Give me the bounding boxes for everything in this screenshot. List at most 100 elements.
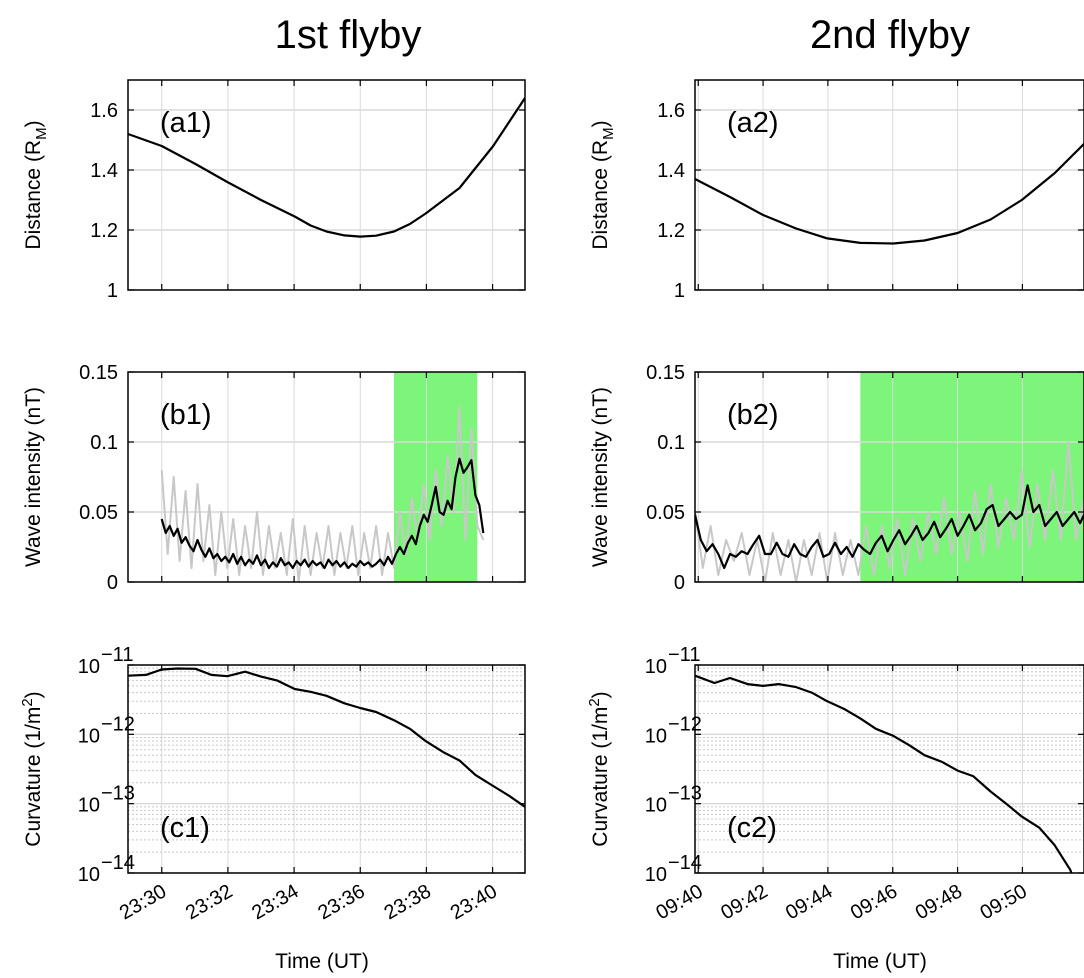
series-line xyxy=(695,674,1073,873)
plot-area-c1 xyxy=(128,665,525,873)
y-axis-label-tail: ) xyxy=(22,120,45,127)
y-axis-label: Curvature (1/m2) xyxy=(586,691,612,846)
column-title-1st-flyby: 1st flyby xyxy=(275,13,422,57)
y-axis-label: Wave intensity (nT) xyxy=(22,387,45,567)
y-tick-label: 10 xyxy=(78,795,100,817)
plot-area-a1 xyxy=(128,80,525,290)
panel-label-c1: (c1) xyxy=(160,812,210,844)
panel-label-a2: (a2) xyxy=(727,107,779,139)
x-tick-label: 23:38 xyxy=(381,880,435,924)
x-tick-label: 23:30 xyxy=(116,880,170,924)
highlight-region xyxy=(860,372,1084,582)
y-axis-label: Distance (RM) xyxy=(589,120,617,249)
y-axis-label-tail: ) xyxy=(22,691,45,698)
x-axis-label: Time (UT) xyxy=(275,950,369,973)
y-tick-label: 0 xyxy=(107,572,118,594)
y-tick-base: 10 xyxy=(645,795,667,817)
series-line xyxy=(695,142,1084,245)
x-tick-label: 23:34 xyxy=(248,880,302,924)
y-tick-base: 10 xyxy=(78,795,100,817)
y-tick-base: 10 xyxy=(645,864,667,886)
x-tick-label: 09:40 xyxy=(652,880,706,924)
y-axis-label-tail: ) xyxy=(589,120,612,127)
axes-frame xyxy=(694,79,1084,291)
y-tick-base: 10 xyxy=(78,656,100,678)
axes-frame xyxy=(127,79,526,291)
y-tick-label: 1.6 xyxy=(90,100,118,122)
y-axis-label-main: Wave intensity (nT) xyxy=(589,387,612,567)
y-tick-label: 10 xyxy=(645,864,667,886)
y-axis-label-main: Distance (R xyxy=(589,140,612,250)
y-tick-exponent: −14 xyxy=(101,852,135,874)
y-tick-label: 1.2 xyxy=(657,220,685,242)
y-tick-exponent: −11 xyxy=(668,644,700,666)
x-tick-label: 09:46 xyxy=(847,880,901,924)
x-axis-label: Time (UT) xyxy=(833,950,927,973)
x-tick-label: 23:36 xyxy=(314,880,368,924)
y-tick-base: 10 xyxy=(645,656,667,678)
x-tick-label: 09:48 xyxy=(912,880,966,924)
panel-b1: 0 0.05 0.1 0.15 Wave intensity (nT) (b1) xyxy=(22,362,526,594)
y-tick-label: 0.1 xyxy=(657,432,685,454)
y-tick-exponent: −14 xyxy=(668,852,702,874)
y-axis-label-sub: M xyxy=(33,127,50,140)
plot-area-c2 xyxy=(695,665,1084,873)
column-title-2nd-flyby: 2nd flyby xyxy=(810,13,970,57)
y-tick-label: 1 xyxy=(674,280,685,302)
panel-label-b2: (b2) xyxy=(727,399,779,431)
y-axis-label: Wave intensity (nT) xyxy=(589,387,612,567)
y-tick-base: 10 xyxy=(645,725,667,747)
y-tick-label: 1.2 xyxy=(90,220,118,242)
y-tick-label: 10 xyxy=(78,864,100,886)
panel-b2: 0 0.05 0.1 0.15 Wave intensity (nT) (b2) xyxy=(589,362,1084,594)
panel-a2: 1 1.2 1.4 1.6 Distance (RM) (a2) xyxy=(589,79,1084,302)
axes-frame xyxy=(694,664,1084,874)
y-tick-label: 10 xyxy=(78,725,100,747)
panel-c2: 09:40 09:42 09:44 09:46 09:48 09:5010−1410−13… xyxy=(586,644,1084,973)
y-axis-label-sup: 2 xyxy=(586,698,603,706)
x-tick-label: 23:40 xyxy=(447,880,501,924)
y-tick-exponent: −11 xyxy=(101,644,133,666)
series-smoothed xyxy=(160,457,485,570)
y-axis-label: Curvature (1/m2) xyxy=(19,691,45,846)
axes-frame xyxy=(694,371,1084,583)
series-raw xyxy=(160,406,485,582)
y-tick-exponent: −13 xyxy=(668,783,702,805)
y-tick-exponent: −12 xyxy=(668,713,702,735)
series-smoothed xyxy=(695,484,1084,570)
plot-area-a2 xyxy=(695,80,1084,290)
y-axis-label: Distance (RM) xyxy=(22,120,50,249)
y-axis-label-sub: M xyxy=(600,127,617,140)
y-axis-label-main: Wave intensity (nT) xyxy=(22,387,45,567)
y-tick-label: 0.05 xyxy=(646,502,685,524)
x-tick-label: 09:42 xyxy=(717,880,771,924)
y-tick-label: 0.05 xyxy=(79,502,118,524)
series-line xyxy=(128,97,525,238)
y-tick-label: 10 xyxy=(78,656,100,678)
y-tick-base: 10 xyxy=(78,864,100,886)
y-tick-label: 0 xyxy=(674,572,685,594)
plot-area-b1 xyxy=(128,372,525,582)
y-tick-exponent: −12 xyxy=(101,713,135,735)
y-axis-label-sup: 2 xyxy=(19,698,36,706)
x-tick-label: 09:44 xyxy=(782,880,836,924)
y-tick-label: 1.4 xyxy=(90,160,118,182)
series-line xyxy=(128,667,525,808)
axes-frame xyxy=(127,664,526,874)
y-axis-label-main: Curvature (1/m xyxy=(589,707,612,847)
plot-area-b2 xyxy=(695,372,1084,582)
y-tick-label: 1.6 xyxy=(657,100,685,122)
y-axis-label-main: Curvature (1/m xyxy=(22,707,45,847)
y-tick-exponent: −13 xyxy=(101,783,135,805)
y-tick-label: 0.15 xyxy=(646,362,685,384)
y-tick-label: 10 xyxy=(645,656,667,678)
y-tick-base: 10 xyxy=(78,725,100,747)
y-tick-label: 10 xyxy=(645,795,667,817)
axes-frame xyxy=(127,371,526,583)
y-tick-label: 0.15 xyxy=(79,362,118,384)
panel-c1: 23:30 23:32 23:34 23:36 23:38 23:4010−1410−13… xyxy=(19,644,526,973)
panel-label-a1: (a1) xyxy=(160,107,212,139)
panel-label-b1: (b1) xyxy=(160,399,212,431)
